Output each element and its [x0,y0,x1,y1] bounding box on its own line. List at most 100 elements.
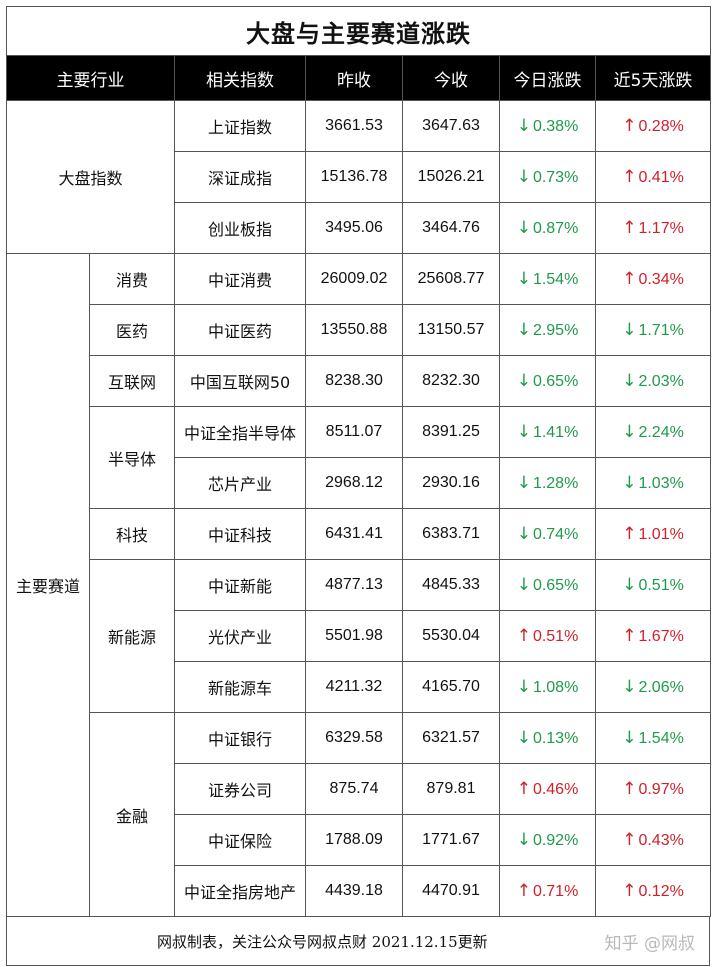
up-arrow-icon: ↑ [622,269,637,289]
up-arrow-icon: ↑ [516,779,531,799]
group-label: 主要赛道 [6,253,90,917]
today-change-value: 0.65% [532,373,579,390]
close: 1771.67 [402,814,500,866]
index-name: 中国互联网50 [174,355,306,407]
index-name: 芯片产业 [174,457,306,509]
close: 2930.16 [402,457,500,509]
prev-close: 875.74 [305,763,403,815]
five-day-change-value: 0.28% [638,118,684,135]
group-label: 大盘指数 [6,100,175,254]
close: 6321.57 [402,712,500,764]
index-name: 中证全指房地产 [174,865,306,917]
close: 8391.25 [402,406,500,458]
prev-close: 8238.30 [305,355,403,407]
five-day-change: ↓ 1.03% [594,457,712,509]
footer-note: 网叔制表，关注公众号网叔点财 2021.12.15更新 [157,933,488,951]
subgroup-label: 医药 [89,304,175,356]
five-day-change: ↑ 0.28% [594,100,712,152]
today-change-value: 0.87% [532,220,579,237]
up-arrow-icon: ↑ [622,830,637,850]
today-change: ↑ 0.51% [499,610,596,662]
table-row: 金融 中证银行 6329.58 6321.57 ↓ 0.13% ↓ 1.54% [7,712,712,917]
today-change-value: 0.65% [532,577,579,594]
down-arrow-icon: ↓ [622,677,637,697]
five-day-change: ↑ 1.17% [594,202,712,254]
today-change-value: 1.08% [532,679,579,696]
down-arrow-icon: ↓ [516,473,531,493]
table-row: 大盘指数 上证指数 3661.53 3647.63 ↓ 0.38% ↑ 0.28% [6,100,712,254]
five-day-change-value: 0.51% [638,577,684,594]
five-day-change-value: 1.54% [638,730,684,747]
prev-close: 2968.12 [305,457,403,509]
today-change: ↓ 0.38% [499,100,596,152]
down-arrow-icon: ↓ [516,320,531,340]
table-row: 深证成指 15136.78 15026.21 ↓ 0.73% ↑ 0.41% [7,151,712,203]
index-name: 中证科技 [174,508,306,560]
index-name: 中证全指半导体 [174,406,306,458]
table-row: 光伏产业 5501.98 5530.04 ↑ 0.51% ↑ 1.67% [7,610,712,662]
close: 15026.21 [402,151,500,203]
table-row: 证券公司 875.74 879.81 ↑ 0.46% ↑ 0.97% [7,763,712,815]
table-row: 新能源 中证新能 4877.13 4845.33 ↓ 0.65% ↓ 0.51% [7,559,712,713]
down-arrow-icon: ↓ [516,218,531,238]
down-arrow-icon: ↓ [622,320,637,340]
table-row: 新能源车 4211.32 4165.70 ↓ 1.08% ↓ 2.06% [7,661,712,713]
header-row: 主要行业 相关指数 昨收 今收 今日涨跌 近5天涨跌 [6,55,712,101]
index-name: 光伏产业 [174,610,306,662]
close: 879.81 [402,763,500,815]
five-day-change: ↑ 1.67% [594,610,712,662]
prev-close: 1788.09 [305,814,403,866]
up-arrow-icon: ↑ [516,881,531,901]
today-change: ↓ 1.54% [499,253,596,305]
prev-close: 4877.13 [305,559,403,611]
table-frame: 大盘与主要赛道涨跌 主要行业 相关指数 昨收 今收 今日涨跌 近5天涨跌 大盘指… [5,6,714,966]
watermark: 知乎 @网叔 [604,934,695,954]
close: 25608.77 [402,253,500,305]
five-day-change-value: 1.67% [638,628,684,645]
prev-close: 6431.41 [305,508,403,560]
five-day-change-value: 1.01% [638,526,684,543]
today-change: ↓ 0.92% [499,814,596,866]
subgroup-label: 科技 [89,508,175,560]
five-day-change: ↑ 0.12% [594,865,712,917]
five-day-change-value: 0.41% [638,169,684,186]
today-change-value: 1.28% [532,475,579,492]
prev-close: 5501.98 [305,610,403,662]
down-arrow-icon: ↓ [516,575,531,595]
down-arrow-icon: ↓ [516,116,531,136]
index-name: 中证保险 [174,814,306,866]
prev-close: 26009.02 [305,253,403,305]
five-day-change-value: 0.97% [638,781,684,798]
today-change: ↓ 2.95% [499,304,596,356]
five-day-change: ↓ 1.54% [594,712,712,764]
down-arrow-icon: ↓ [516,269,531,289]
table-title: 大盘与主要赛道涨跌 [5,6,712,56]
close: 3647.63 [402,100,500,152]
header-index: 相关指数 [174,55,306,101]
index-name: 中证消费 [174,253,306,305]
index-name: 新能源车 [174,661,306,713]
today-change: ↓ 0.13% [499,712,596,764]
down-arrow-icon: ↓ [622,728,637,748]
down-arrow-icon: ↓ [516,371,531,391]
down-arrow-icon: ↓ [516,524,531,544]
close: 4470.91 [402,865,500,917]
today-change: ↓ 0.65% [499,355,596,407]
five-day-change-value: 2.24% [638,424,684,441]
five-day-change-value: 1.17% [638,220,684,237]
today-change: ↓ 0.73% [499,151,596,203]
five-day-change: ↓ 0.51% [594,559,712,611]
down-arrow-icon: ↓ [516,677,531,697]
five-day-change-value: 0.34% [638,271,684,288]
today-change: ↓ 0.65% [499,559,596,611]
up-arrow-icon: ↑ [622,881,637,901]
subgroup-label: 金融 [89,712,175,917]
header-5day-change: 近5天涨跌 [594,55,712,101]
prev-close: 4439.18 [305,865,403,917]
down-arrow-icon: ↓ [516,167,531,187]
today-change-value: 0.46% [532,781,579,798]
five-day-change-value: 2.06% [638,679,684,696]
footer-table: 网叔制表，关注公众号网叔点财 2021.12.15更新 知乎 @网叔 [6,916,710,966]
five-day-change: ↑ 0.97% [594,763,712,815]
close: 8232.30 [402,355,500,407]
